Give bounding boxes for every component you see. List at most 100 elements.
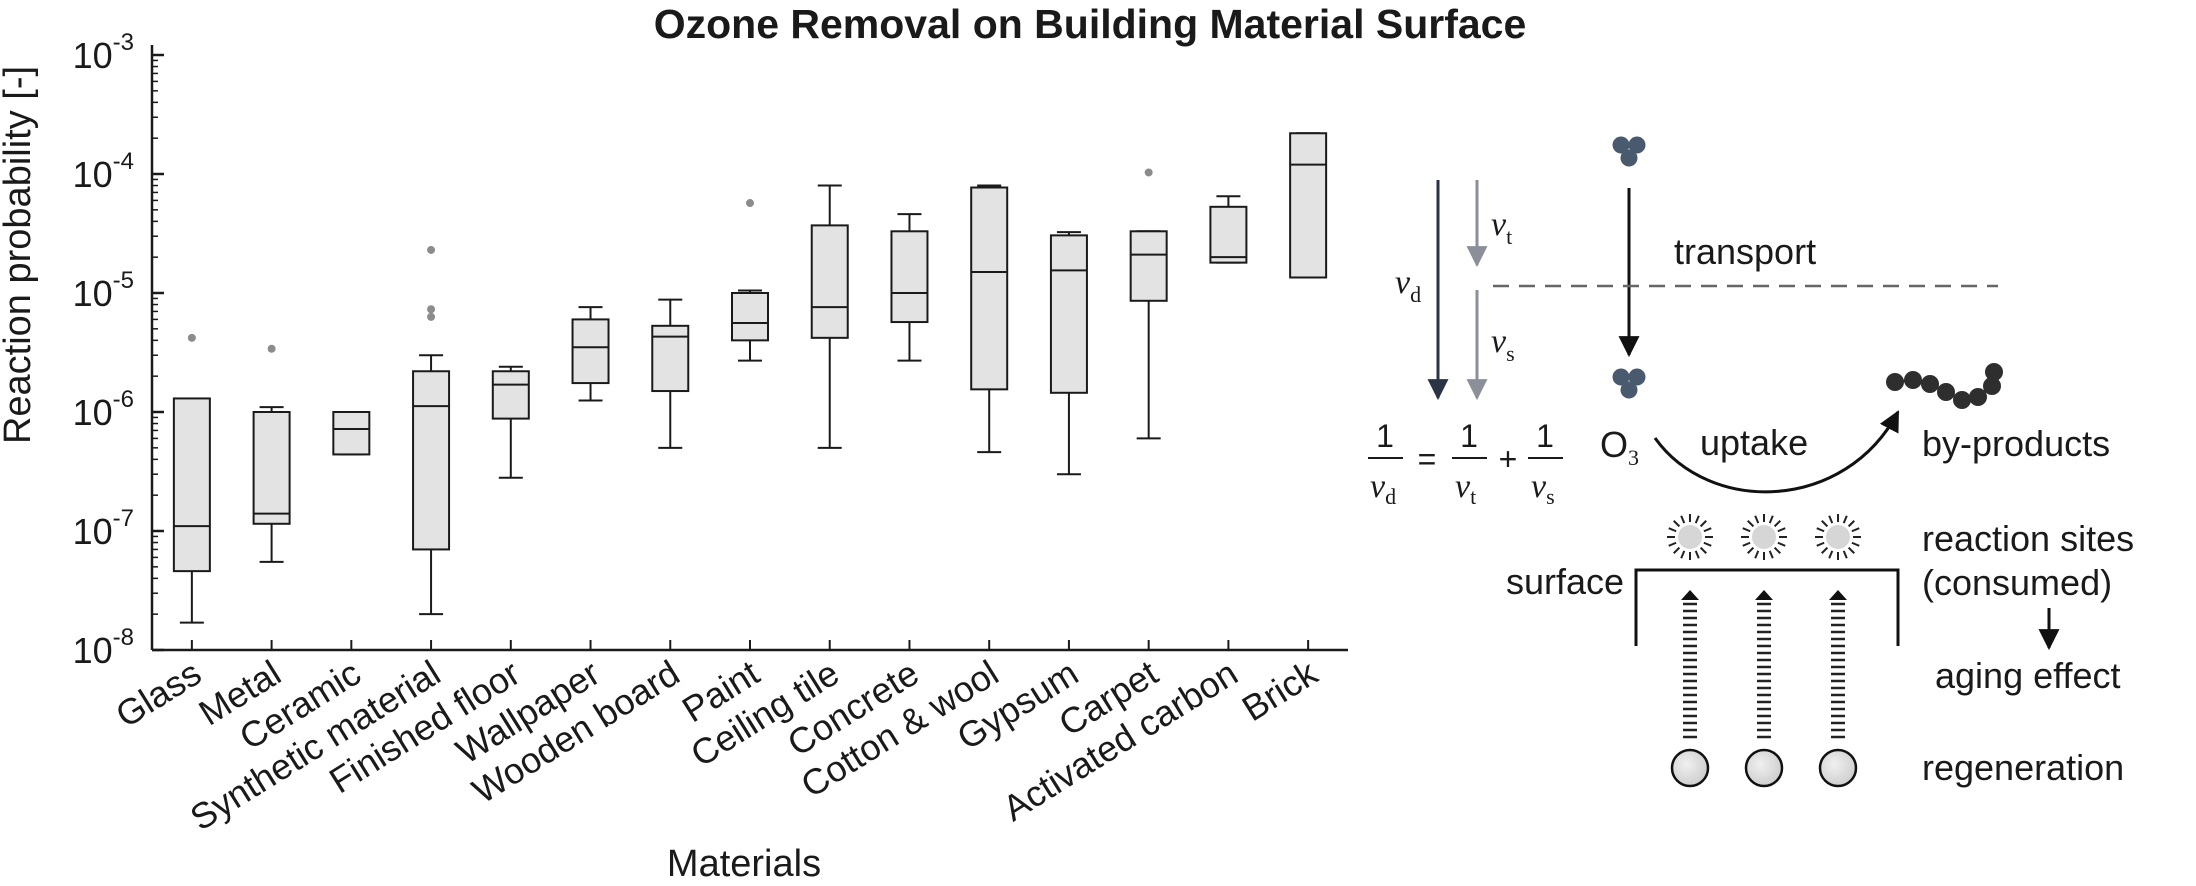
box-carpet [1129, 168, 1168, 440]
y-tick-base: 10 [73, 35, 113, 76]
box-synthetic-material [412, 245, 451, 616]
reaction-site-ray [1777, 541, 1786, 547]
y-tick-label: 10-6 [73, 386, 134, 433]
reaction-site-ray [1754, 550, 1760, 559]
y-tick-exponent: -4 [113, 148, 134, 175]
eq-numerator-t: 1 [1460, 418, 1478, 454]
reaction-site-ray [1699, 546, 1707, 554]
box-ceiling-tile [810, 184, 849, 449]
reaction-sites-label: reaction sites [1922, 518, 2134, 559]
category-label: Brick [1235, 651, 1325, 729]
eq-equals: = [1418, 441, 1437, 477]
box-concrete [890, 213, 929, 362]
reaction-site-core [1678, 525, 1702, 549]
box-metal [252, 344, 291, 563]
eq-numerator-d: 1 [1376, 418, 1394, 454]
reaction-site-ray [1816, 527, 1825, 533]
y-tick-exponent: -7 [113, 505, 134, 532]
reaction-site-ray [1773, 546, 1781, 554]
iqr-box [412, 370, 451, 551]
chart-title: Ozone Removal on Building Material Surfa… [654, 1, 1527, 47]
iqr-box [1289, 132, 1328, 279]
outlier-point [746, 199, 754, 208]
y-tick-base: 10 [73, 392, 113, 433]
iqr-box [172, 397, 211, 573]
reaction-site-ray [1816, 541, 1825, 547]
byproducts-molecule-icon [1886, 363, 2003, 409]
vd-label: vd [1395, 264, 1421, 307]
reaction-site-ray [1747, 520, 1755, 528]
reaction-site-ray [1773, 520, 1781, 528]
reaction-site-ray [1694, 515, 1700, 524]
outlier-point [427, 305, 436, 314]
box-finished-floor [491, 365, 530, 479]
iqr-box [1049, 234, 1088, 394]
box-cotton-wool [970, 184, 1009, 454]
outlier-point [427, 312, 436, 321]
reaction-site-ray [1703, 527, 1712, 533]
y-tick-base: 10 [73, 511, 113, 552]
reaction-site-ray [1821, 520, 1829, 528]
ozone-molecule-top-icon [1612, 136, 1646, 167]
box-wallpaper [571, 306, 610, 402]
outlier-point [427, 245, 436, 254]
boxes [172, 132, 1328, 624]
reaction-site-ray [1828, 550, 1834, 559]
eq-denominator-d: vd [1370, 468, 1396, 509]
consumed-label: (consumed) [1922, 562, 2112, 603]
outlier-point [267, 344, 276, 353]
reaction-site [1815, 514, 1861, 788]
eq-denominator-t: vt [1455, 468, 1476, 509]
ozone-molecule-bottom-icon [1612, 368, 1646, 399]
reaction-site-ray [1777, 527, 1786, 533]
iqr-box [731, 292, 769, 342]
y-tick-label: 10-5 [73, 267, 134, 314]
reaction-site-core [1752, 525, 1776, 549]
o3-label: O3 [1600, 424, 1639, 470]
box-wooden-board [651, 298, 690, 449]
uptake-label: uptake [1700, 422, 1808, 463]
eq-numerator-s: 1 [1536, 418, 1554, 454]
y-tick-label: 10-3 [73, 29, 134, 76]
box-activated-carbon [1209, 195, 1248, 264]
reaction-site-ray [1851, 527, 1860, 533]
regeneration-arrowhead [1829, 590, 1847, 600]
reaction-site-core [1826, 525, 1850, 549]
reaction-site [1741, 514, 1787, 788]
aging-effect-label: aging effect [1935, 655, 2120, 696]
y-ticks: 10-810-710-610-510-410-3 [73, 29, 164, 671]
reaction-site-ray [1668, 541, 1677, 547]
y-tick-base: 10 [73, 630, 113, 671]
eq-plus: + [1499, 441, 1518, 477]
iqr-box [970, 186, 1009, 391]
box-glass [172, 333, 211, 624]
surface-label: surface [1506, 561, 1624, 602]
y-tick-label: 10-8 [73, 624, 134, 671]
regeneration-sphere [1818, 748, 1858, 788]
y-tick-exponent: -5 [113, 267, 134, 294]
reaction-site [1667, 514, 1713, 788]
reaction-site-ray [1673, 546, 1681, 554]
y-tick-exponent: -6 [113, 386, 134, 413]
reaction-site-ray [1768, 515, 1774, 524]
y-tick-base: 10 [73, 154, 113, 195]
reaction-site-ray [1699, 520, 1707, 528]
reaction-site-ray [1821, 546, 1829, 554]
reaction-site-ray [1680, 550, 1686, 559]
reaction-site-ray [1742, 527, 1751, 533]
box-gypsum [1049, 231, 1088, 476]
iqr-box [252, 411, 291, 525]
box-brick [1289, 132, 1328, 279]
reaction-site-ray [1668, 527, 1677, 533]
surface-outline [1634, 568, 1900, 646]
iqr-box [890, 230, 929, 324]
reaction-site-ray [1847, 546, 1855, 554]
reaction-site-ray [1742, 541, 1751, 547]
iqr-box [1129, 230, 1168, 302]
regeneration-label: regeneration [1922, 747, 2124, 788]
reaction-site-ray [1747, 546, 1755, 554]
box-ceramic [332, 411, 371, 456]
reaction-site-ray [1768, 550, 1774, 559]
iqr-box [651, 324, 690, 393]
